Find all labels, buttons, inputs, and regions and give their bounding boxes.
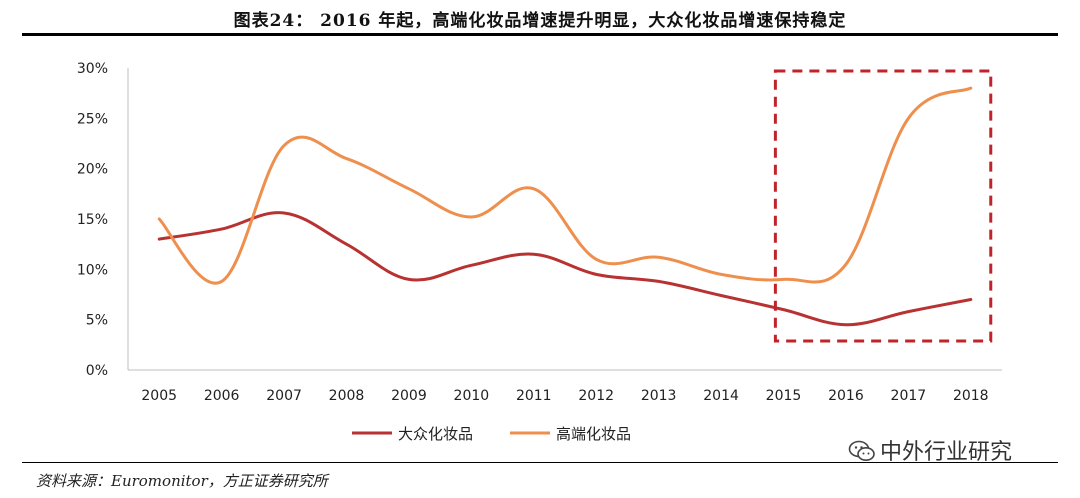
x-tick-label: 2018	[953, 388, 989, 404]
legend-label-2: 高端化妆品	[556, 425, 631, 443]
y-tick-label: 15%	[77, 212, 108, 228]
y-axis: 0% 5% 10% 15% 20% 25% 30%	[77, 61, 129, 379]
x-tick-label: 2008	[329, 388, 365, 404]
chart-title: 图表24： 2016 年起，高端化妆品增速提升明显，大众化妆品增速保持稳定	[233, 11, 847, 31]
y-tick-label: 30%	[77, 61, 108, 77]
x-tick-label: 2014	[703, 388, 739, 404]
series-line-1	[157, 211, 973, 327]
x-tick-label: 2015	[766, 388, 802, 404]
highlight-box	[773, 69, 993, 343]
x-tick-label: 2011	[516, 388, 552, 404]
x-tick-label: 2010	[454, 388, 490, 404]
footer-rule	[22, 462, 1058, 463]
y-tick-label: 0%	[86, 363, 108, 379]
y-tick-label: 25%	[77, 111, 108, 127]
wechat-icon	[848, 440, 875, 461]
series-lines	[157, 86, 973, 327]
x-tick-label: 2013	[641, 388, 677, 404]
x-tick-label: 2012	[578, 388, 614, 404]
highlight-rect	[773, 69, 993, 343]
y-tick-label: 5%	[86, 313, 108, 329]
title-rule	[22, 33, 1058, 36]
series-line-2	[157, 86, 973, 285]
x-tick-label: 2005	[141, 388, 177, 404]
x-axis: 2005 2006 2007 2008 2009 2010 2011 2012 2013 2014…	[128, 369, 1002, 404]
x-tick-label: 2006	[204, 388, 240, 404]
legend: 大众化妆品 高端化妆品	[352, 425, 631, 443]
x-tick-label: 2017	[891, 388, 927, 404]
legend-label-1: 大众化妆品	[398, 425, 473, 443]
watermark: 中外行业研究	[848, 434, 1012, 466]
y-tick-label: 20%	[77, 162, 108, 178]
x-tick-label: 2016	[828, 388, 864, 404]
x-tick-label: 2009	[391, 388, 427, 404]
x-tick-label: 2007	[266, 388, 302, 404]
source-note: 资料来源：Euromonitor，方正证券研究所	[36, 472, 328, 490]
watermark-text: 中外行业研究	[880, 440, 1013, 465]
y-tick-label: 10%	[77, 262, 108, 278]
